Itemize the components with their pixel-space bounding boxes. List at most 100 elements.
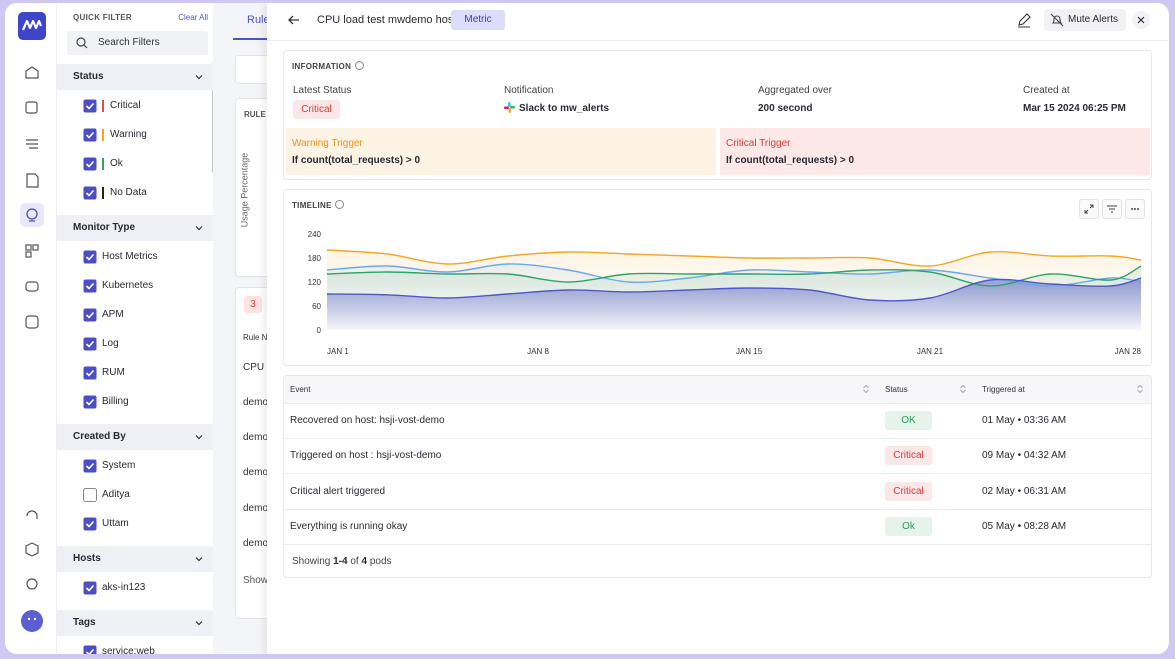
avatar[interactable] (21, 610, 43, 632)
chevron[interactable] (194, 432, 204, 442)
filter-item-label[interactable]: Kubernetes (102, 280, 154, 291)
information-card: INFORMATION Latest Status Critical Notifica… (283, 50, 1152, 180)
checkbox[interactable] (83, 99, 97, 113)
checkmark (85, 189, 95, 197)
filter-item-label[interactable]: No Data (110, 187, 147, 198)
checkbox[interactable] (83, 337, 97, 351)
settings-icon[interactable] (26, 578, 38, 590)
filter-icon (1107, 205, 1117, 213)
chevron[interactable] (194, 72, 204, 82)
checkbox[interactable] (83, 308, 97, 322)
filter-item-label[interactable]: Warning (110, 129, 147, 140)
chevron[interactable] (194, 618, 204, 628)
alerts-icon[interactable] (26, 208, 38, 220)
back-button[interactable] (286, 12, 302, 28)
search-box[interactable] (235, 55, 267, 84)
filter-item-label[interactable]: RUM (102, 367, 125, 378)
edit-button[interactable] (1014, 10, 1034, 30)
filter-item-label[interactable]: Host Metrics (102, 251, 158, 262)
chevron[interactable] (194, 554, 204, 564)
checkbox[interactable] (83, 517, 97, 531)
section-heading: INFORMATION (292, 62, 352, 71)
section-header[interactable] (57, 424, 214, 450)
search-box[interactable]: Search Filters (67, 31, 208, 55)
filter-item-label[interactable]: aks-in123 (102, 582, 146, 593)
checkbox[interactable] (83, 645, 97, 654)
docs-icon[interactable] (26, 173, 39, 188)
filter-item-label[interactable]: Ok (110, 158, 123, 169)
rule-name[interactable]: demo (243, 432, 267, 443)
close-button[interactable] (1132, 11, 1150, 29)
expand-button[interactable] (1079, 199, 1099, 219)
rule-name[interactable]: demo (243, 467, 267, 478)
infra-icon[interactable] (25, 101, 38, 114)
footer-range: 1-4 (333, 556, 348, 567)
checkbox[interactable] (83, 250, 97, 264)
home-icon[interactable] (25, 66, 39, 79)
sort-button[interactable] (862, 384, 870, 394)
app: QUICK FILTER Clear All Search Filters St… (5, 3, 1169, 654)
dash-icon[interactable] (25, 244, 32, 251)
chevron[interactable] (194, 223, 204, 233)
filter-item-label[interactable]: System (102, 460, 136, 471)
package-icon[interactable] (25, 542, 39, 557)
section-header[interactable] (57, 546, 214, 572)
status-badge: Ok (885, 516, 932, 536)
section-header[interactable] (57, 610, 214, 636)
sort-button[interactable] (1136, 384, 1144, 394)
column-header: Event (290, 385, 311, 394)
users-icon[interactable] (25, 315, 39, 329)
checkbox-box (83, 459, 97, 473)
filter-button[interactable] (1102, 199, 1122, 219)
event-text: Everything is running okay (290, 520, 408, 532)
tab[interactable]: Rule (247, 14, 267, 26)
support-icon[interactable] (26, 510, 38, 519)
triggered-at: 09 May • 04:32 AM (982, 450, 1067, 462)
checkbox[interactable] (83, 157, 97, 171)
table-card (235, 287, 267, 619)
app-window: QUICK FILTER Clear All Search Filters St… (5, 3, 1169, 654)
dash-icon-c (25, 251, 32, 258)
status-color-bar (102, 187, 104, 199)
filter-item-label[interactable]: service:web (102, 646, 155, 654)
checkbox[interactable] (83, 279, 97, 293)
checkbox[interactable] (83, 128, 97, 142)
rule-name[interactable]: demo (243, 503, 267, 514)
checkbox[interactable] (83, 459, 97, 473)
rule-name[interactable]: demo (243, 397, 267, 408)
checkbox[interactable] (83, 488, 97, 502)
more-icon (1131, 208, 1139, 210)
status-color-bar (102, 158, 104, 170)
field-value: Slack to mw_alerts (519, 103, 610, 114)
filter-item-label[interactable]: Aditya (102, 489, 130, 500)
drawer-title: CPU load test mwdemo host (317, 14, 457, 26)
status-badge: Critical (885, 481, 932, 501)
checkmark (85, 584, 95, 592)
header-border (267, 40, 1168, 41)
bot-icon[interactable] (25, 281, 39, 292)
chevron-path (195, 621, 203, 626)
checkbox[interactable] (83, 186, 97, 200)
sort-button[interactable] (959, 384, 967, 394)
clear-all[interactable]: Clear All (178, 13, 208, 22)
filter-item-label[interactable]: Billing (102, 396, 129, 407)
tab-underline (233, 38, 267, 40)
checkmark (85, 648, 95, 654)
filter-item-label[interactable]: Log (102, 338, 119, 349)
rule-name[interactable]: CPU (243, 362, 265, 373)
footer-of: of (350, 556, 359, 567)
events-table: Event Status Triggered at Recovered on host… (283, 375, 1152, 578)
section-header[interactable] (57, 64, 214, 90)
logs-icon[interactable] (26, 139, 38, 149)
more-button[interactable] (1125, 199, 1145, 219)
trigger-title: Warning Trigger (292, 138, 363, 149)
checkbox[interactable] (83, 395, 97, 409)
filter-item-label[interactable]: Critical (110, 100, 141, 111)
rule-name[interactable]: demo (243, 538, 267, 549)
filter-item-label[interactable]: APM (102, 309, 124, 320)
checkbox[interactable] (83, 366, 97, 380)
filter-item-label[interactable]: Uttam (102, 518, 129, 529)
checkbox[interactable] (83, 581, 97, 595)
mute-button[interactable]: Mute Alerts (1044, 9, 1126, 31)
section-header[interactable] (57, 215, 214, 241)
